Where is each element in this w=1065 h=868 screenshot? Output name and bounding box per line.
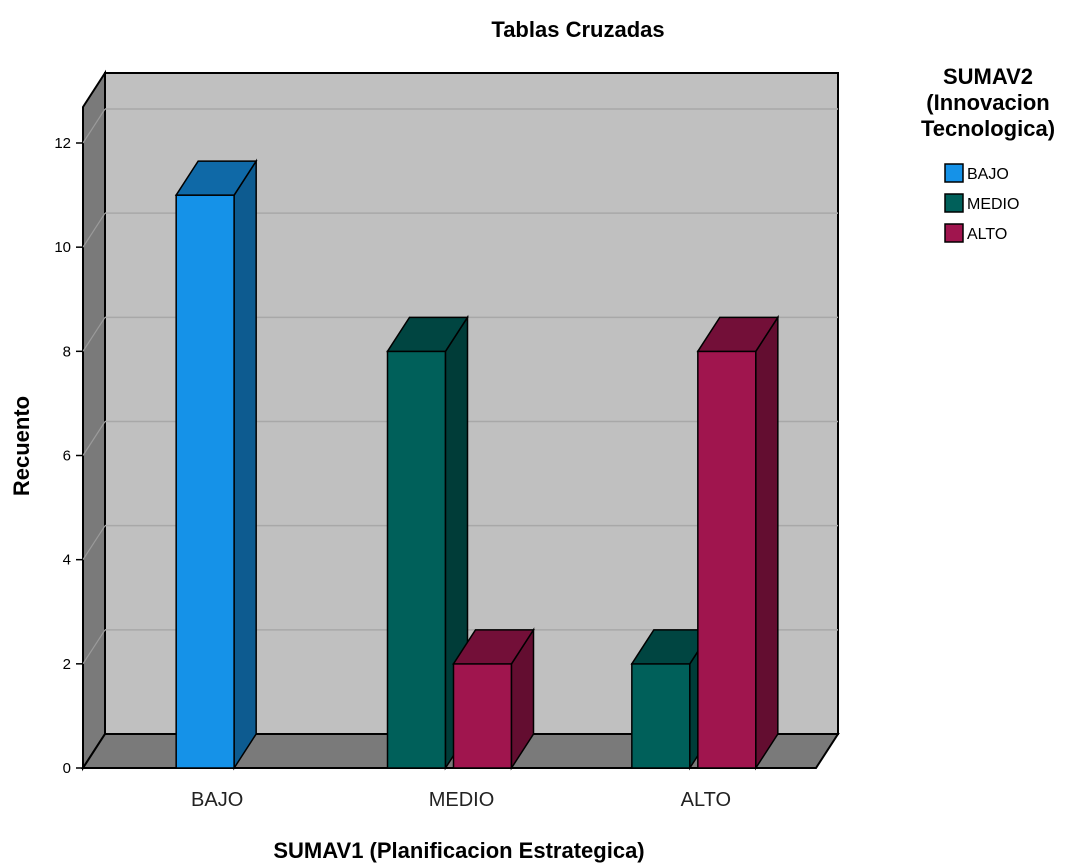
bar-top — [452, 629, 535, 665]
bar-front — [452, 663, 513, 769]
chart-title: Tablas Cruzadas — [491, 17, 664, 42]
y-axis-title: Recuento — [9, 396, 34, 496]
bar — [452, 627, 535, 771]
bar-side — [233, 158, 257, 771]
y-tick-label: 0 — [63, 760, 71, 777]
y-axis: 0 2 4 6 8 10 12 — [54, 135, 83, 777]
x-axis-title: SUMAV1 (Planificacion Estrategica) — [273, 838, 644, 863]
legend-title: SUMAV2 — [943, 64, 1033, 89]
y-tick-label: 8 — [63, 343, 71, 360]
gridline — [82, 421, 106, 456]
bar — [630, 627, 714, 771]
y-tick-label: 12 — [54, 135, 71, 152]
bar-top — [696, 316, 780, 353]
bar-front — [697, 350, 757, 769]
bar-front — [631, 663, 691, 769]
bar-top — [386, 316, 469, 353]
bar-side — [755, 314, 779, 771]
legend-label: MEDIO — [967, 196, 1019, 213]
y-tick-label: 10 — [54, 239, 71, 256]
legend-label: ALTO — [967, 226, 1007, 243]
y-tick-label: 6 — [63, 448, 71, 465]
legend-label: BAJO — [967, 166, 1009, 183]
gridline — [82, 629, 106, 665]
bar — [696, 314, 780, 771]
bar-front — [386, 350, 447, 769]
side-wall — [82, 69, 106, 772]
y-tick-label: 2 — [63, 656, 71, 673]
y-tick-label: 4 — [63, 552, 71, 569]
gridline — [82, 212, 106, 248]
gridline — [82, 108, 106, 144]
gridline — [82, 317, 106, 352]
bar-top — [174, 160, 258, 196]
legend-swatch — [944, 163, 964, 183]
x-axis: BAJO MEDIO ALTO — [191, 789, 731, 811]
legend-swatch — [944, 223, 964, 243]
bars — [174, 158, 780, 771]
bar — [174, 158, 258, 771]
bar-front — [175, 194, 235, 769]
legend-title: (Innovacion — [926, 90, 1049, 115]
x-tick-label: MEDIO — [429, 789, 495, 811]
legend-swatch — [944, 193, 964, 213]
x-tick-label: BAJO — [191, 789, 243, 811]
gridline — [82, 525, 106, 560]
legend-title: Tecnologica) — [921, 116, 1055, 141]
x-tick-label: ALTO — [681, 789, 731, 811]
